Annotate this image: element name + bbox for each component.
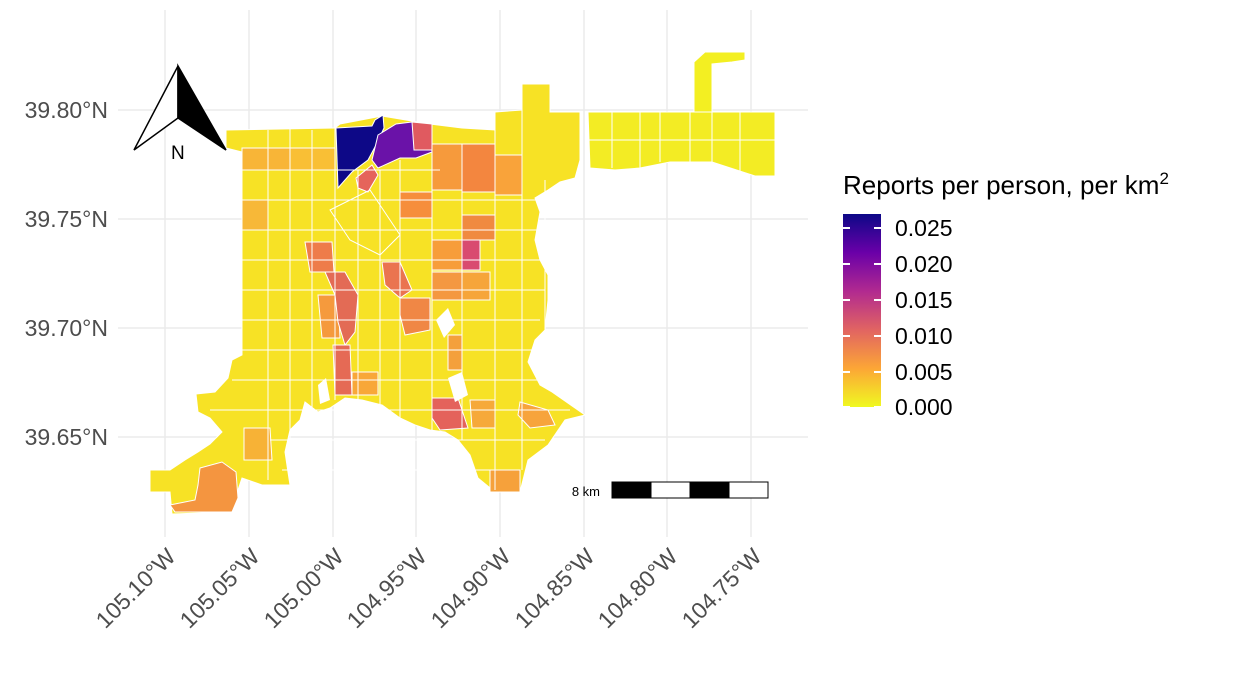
tract-pink-center xyxy=(461,239,481,271)
tract-west-orange-1 xyxy=(304,241,335,273)
tract-orange-nc-3 xyxy=(494,154,523,196)
scale-segment-3 xyxy=(689,481,730,499)
lon-label-104.85: 104.85°W xyxy=(510,543,600,633)
legend-title-superscript: 2 xyxy=(1159,169,1168,188)
lat-label-39.75: 39.75°N xyxy=(25,206,108,232)
tract-orange-nc-4 xyxy=(399,191,433,219)
north-arrow-label: N xyxy=(171,143,185,164)
tract-center-orange-4 xyxy=(447,334,463,371)
tract-center-orange-3 xyxy=(461,271,491,301)
tract-west-orange-3 xyxy=(351,371,379,396)
tract-sw-orange xyxy=(169,461,239,513)
north-arrow-icon xyxy=(133,65,179,151)
scale-segment-2 xyxy=(650,481,691,499)
tract-center-orange-2 xyxy=(431,271,463,301)
lon-label-105.05: 105.05°W xyxy=(175,543,265,633)
tract-west-light-orange-3 xyxy=(241,147,291,171)
lon-label-104.75: 104.75°W xyxy=(677,543,767,633)
latitude-axis: 39.80°N 39.75°N 39.70°N 39.65°N xyxy=(25,97,108,450)
scale-segment-1 xyxy=(611,481,652,499)
lon-label-104.80: 104.80°W xyxy=(593,543,683,633)
tract-north-pink xyxy=(411,121,433,151)
legend: Reports per person, per km2 0.025 0.020 … xyxy=(843,169,1169,420)
legend-colorbar xyxy=(843,214,881,407)
legend-tick-0.015: 0.015 xyxy=(895,287,953,313)
lon-label-105.00: 105.00°W xyxy=(259,543,349,633)
tract-south-orange-1 xyxy=(469,399,496,429)
tracts-layer xyxy=(149,51,776,515)
tract-boundaries xyxy=(210,110,775,490)
tract-center-red-1 xyxy=(381,261,413,299)
north-arrow: N xyxy=(133,63,227,164)
lat-label-39.70: 39.70°N xyxy=(25,315,108,341)
lat-label-39.65: 39.65°N xyxy=(25,424,108,450)
legend-tick-0.010: 0.010 xyxy=(895,323,953,349)
lon-label-104.95: 104.95°W xyxy=(342,543,432,633)
tract-orange-nc-2 xyxy=(461,143,496,193)
lake-3 xyxy=(318,378,330,404)
tract-west-red-2 xyxy=(332,344,353,396)
tract-orange-c-1 xyxy=(431,239,463,271)
lon-label-105.10: 105.10°W xyxy=(91,543,181,633)
tract-orange-nc-5 xyxy=(461,214,496,241)
lon-label-104.90: 104.90°W xyxy=(426,543,516,633)
legend-tick-0.000: 0.000 xyxy=(895,394,953,420)
lake-1 xyxy=(436,308,455,338)
tract-airport-north xyxy=(693,51,746,113)
tract-sw-orange-2 xyxy=(243,427,273,461)
legend-tick-0.020: 0.020 xyxy=(895,251,953,277)
tract-west-light-orange xyxy=(241,199,269,231)
tract-south-orange-2 xyxy=(517,401,556,429)
scale-segment-4 xyxy=(728,481,769,499)
tract-center-orange-1 xyxy=(399,297,431,336)
longitude-axis: 105.10°W 105.05°W 105.00°W 104.95°W 104.… xyxy=(91,543,767,633)
tract-orange-nc-1 xyxy=(431,143,463,191)
tract-base-ne xyxy=(587,111,776,177)
scale-bar-label: 8 km xyxy=(572,484,600,499)
legend-tick-0.005: 0.005 xyxy=(895,359,953,385)
legend-title: Reports per person, per km2 xyxy=(843,169,1169,200)
lat-label-39.80: 39.80°N xyxy=(25,97,108,123)
legend-tick-0.025: 0.025 xyxy=(895,215,953,241)
scale-bar: 8 km xyxy=(572,481,769,499)
